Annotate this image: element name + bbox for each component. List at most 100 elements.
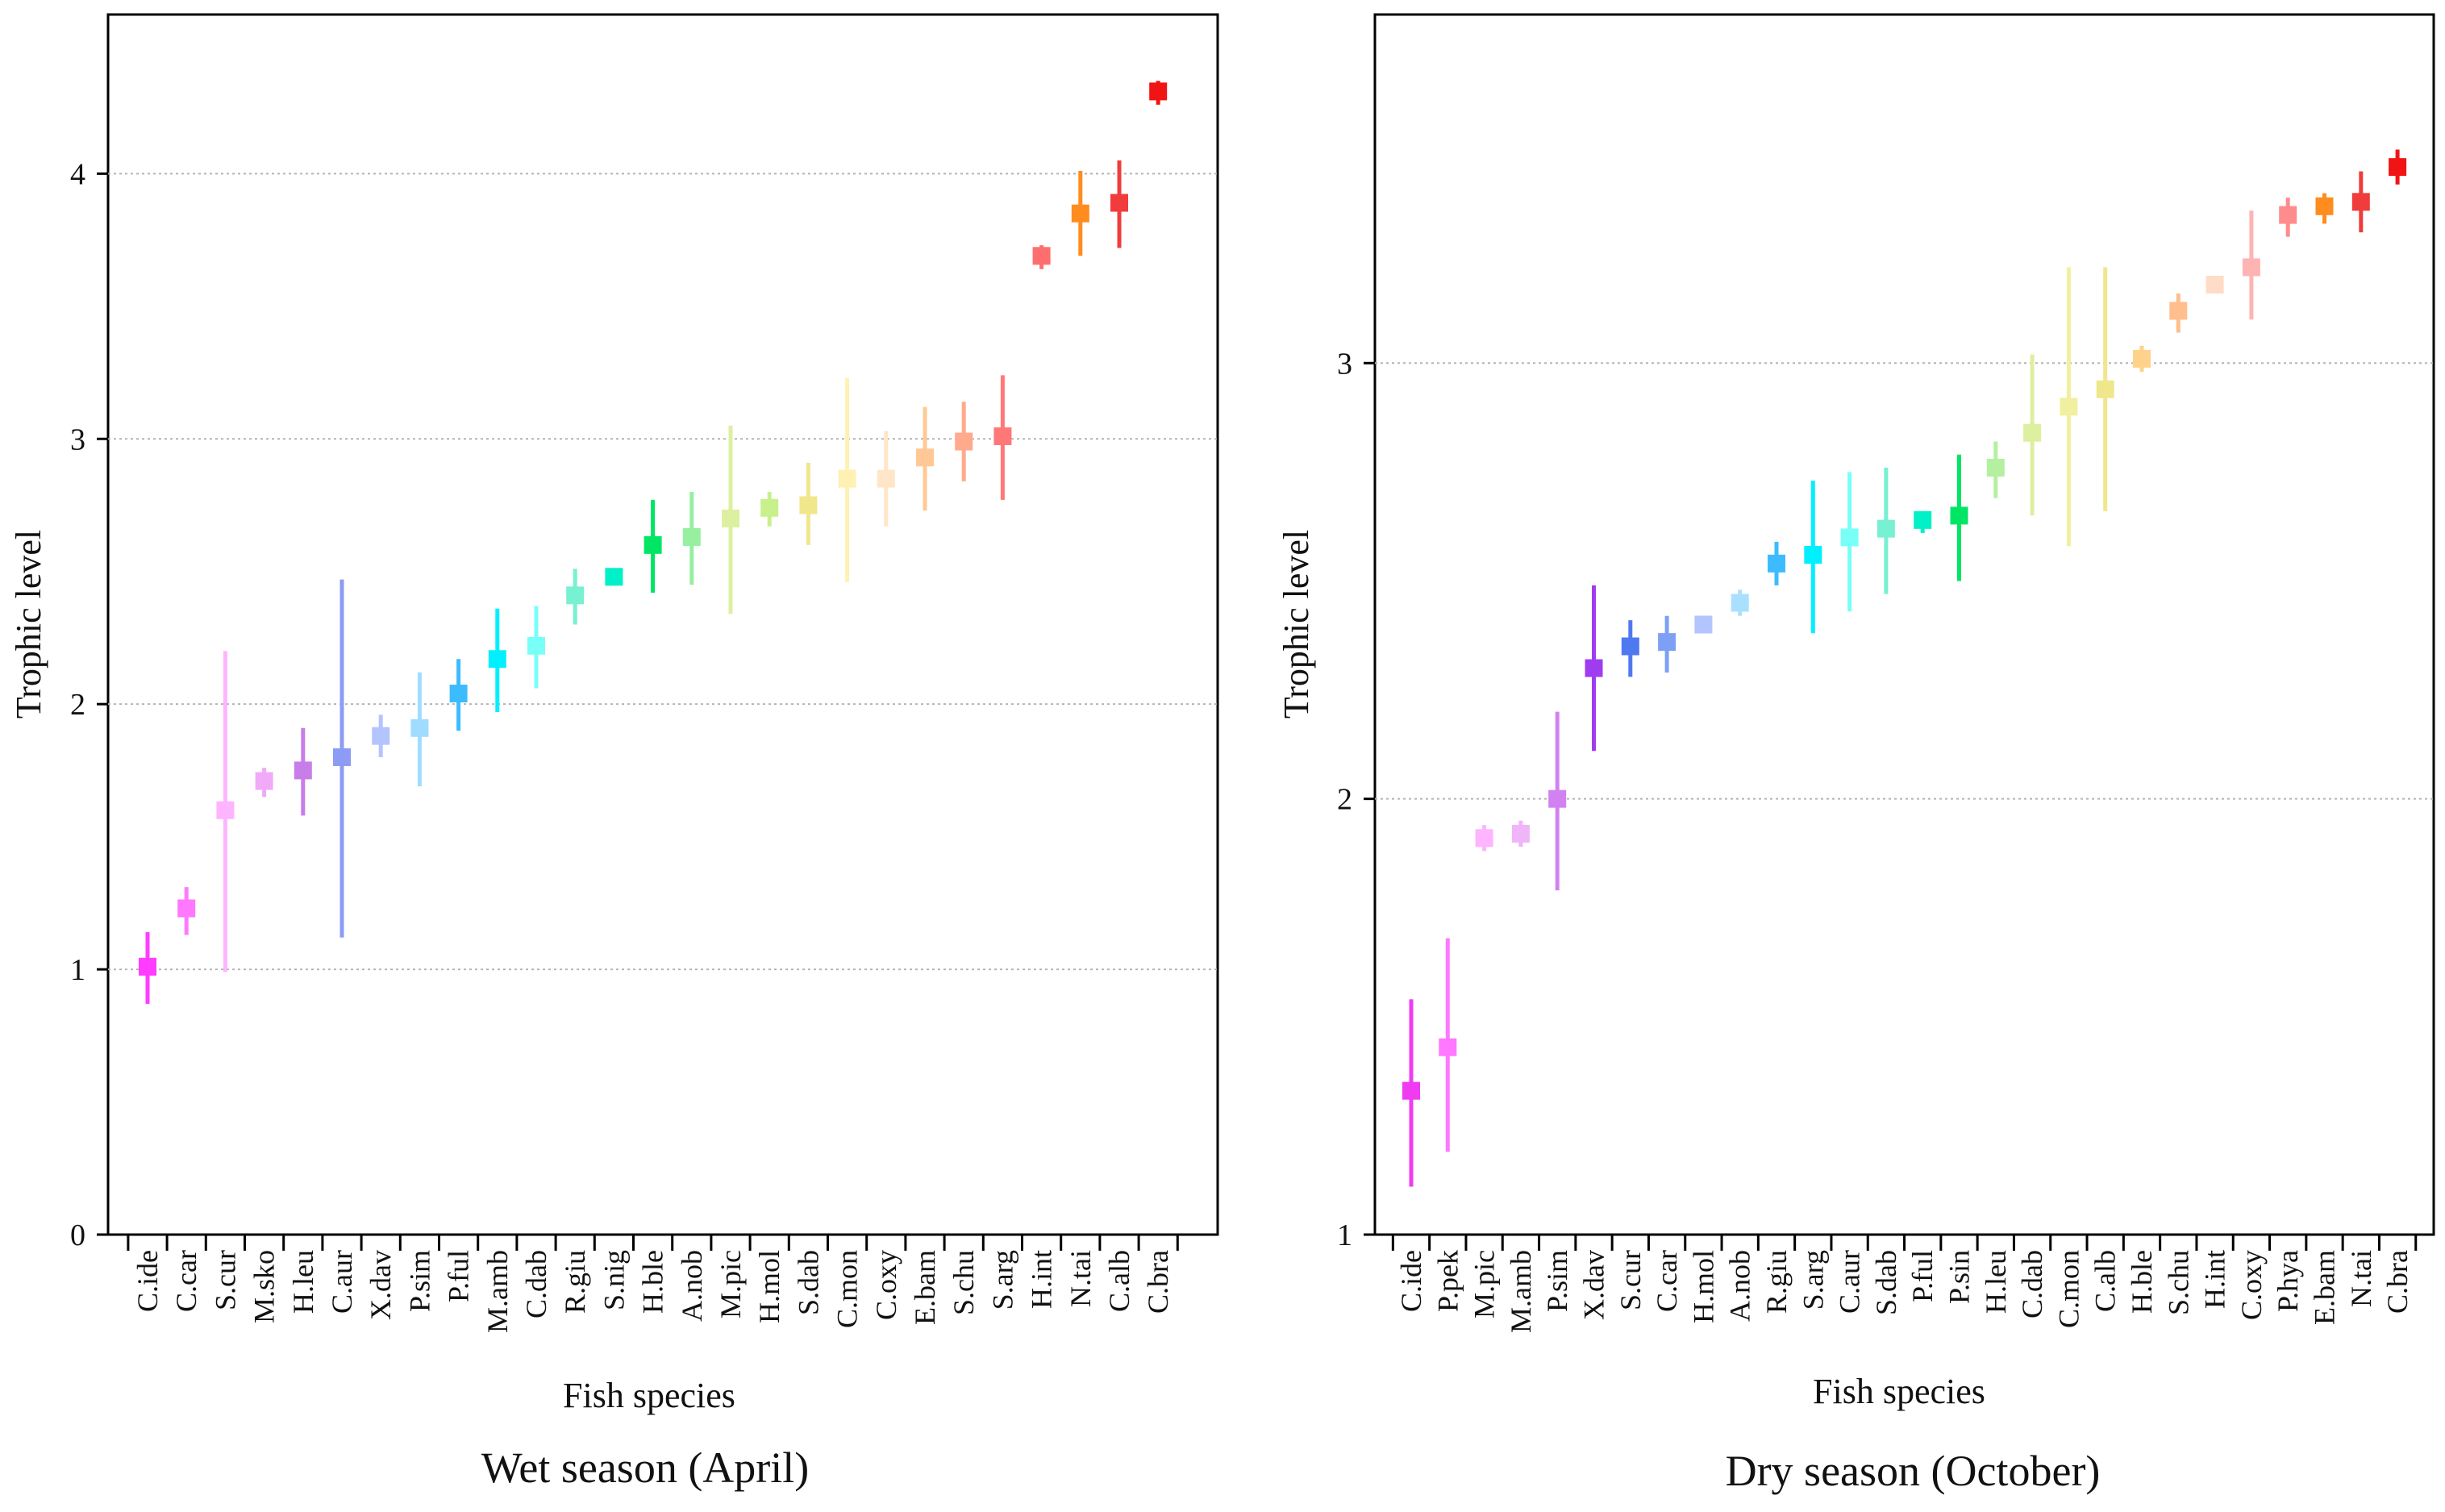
- wet-point-C.aur: [333, 748, 351, 766]
- wet-category-label: C.bra: [1142, 1250, 1174, 1314]
- dry-point-C.oxy: [2242, 258, 2260, 277]
- wet-point-S.nig: [605, 568, 623, 586]
- dry-point-P.hya: [2279, 206, 2297, 224]
- wet-y-tick-label-4: 4: [70, 157, 85, 191]
- dry-season-error-bars: [1402, 149, 2407, 1187]
- dry-category-label: P.sim: [1541, 1250, 1573, 1312]
- dry-point-S.arg: [1804, 546, 1822, 564]
- dry-category-label: C.mon: [2052, 1250, 2085, 1328]
- dry-point-C.mon: [2060, 398, 2078, 416]
- wet-season-panel: 0 1 2 3 4 C.ide C.car S.cur M.sko H.leu C.aur X.da…: [9, 13, 1219, 1492]
- wet-season-gridlines: [108, 173, 1218, 971]
- wet-point-S.chu: [955, 432, 973, 451]
- wet-category-label: C.car: [170, 1250, 202, 1312]
- dry-category-label: H.leu: [1980, 1250, 2012, 1314]
- dry-season-caption: Dry season (October): [1726, 1447, 2101, 1495]
- wet-category-label: C.ide: [131, 1250, 164, 1312]
- wet-point-R.giu: [566, 586, 585, 605]
- wet-point-C.car: [177, 899, 196, 918]
- wet-category-label: M.amb: [481, 1250, 514, 1333]
- dry-category-label: S.cur: [1614, 1250, 1647, 1310]
- dry-category-label: S.dab: [1870, 1250, 1902, 1315]
- dry-point-H.mol: [1694, 615, 1713, 634]
- dry-season-y-ticks: 1 2 3: [1337, 347, 1375, 1252]
- wet-point-C.dab: [527, 636, 545, 655]
- wet-point-H.leu: [294, 761, 312, 780]
- dry-category-label: S.arg: [1797, 1250, 1829, 1310]
- wet-point-C.mon: [838, 469, 856, 488]
- wet-point-M.pic: [722, 509, 739, 527]
- wet-y-tick-label-0: 0: [70, 1218, 85, 1252]
- wet-category-label: C.dab: [520, 1250, 552, 1318]
- dry-category-label: C.bra: [2381, 1250, 2414, 1314]
- wet-point-H.int: [1032, 247, 1051, 265]
- wet-season-y-axis-label: Trophic level: [9, 530, 48, 719]
- wet-point-P.ful: [449, 685, 468, 703]
- dry-category-label: H.ble: [2126, 1250, 2158, 1314]
- wet-category-label: X.dav: [364, 1250, 397, 1320]
- wet-y-tick-label-3: 3: [70, 423, 85, 456]
- wet-category-label: C.alb: [1103, 1250, 1135, 1312]
- wet-season-plot-frame: [106, 13, 1219, 1236]
- wet-point-E.bam: [916, 448, 934, 467]
- dry-point-C.bra: [2389, 158, 2407, 177]
- dry-point-C.alb: [2096, 380, 2114, 398]
- wet-category-label: C.aur: [326, 1250, 358, 1314]
- dry-point-C.dab: [2023, 423, 2042, 442]
- dry-point-E.bam: [2315, 197, 2334, 215]
- dry-season-plot-frame: [1373, 13, 2435, 1236]
- wet-y-tick-label-2: 2: [70, 688, 85, 722]
- dry-point-C.ide: [1402, 1081, 1420, 1100]
- wet-point-M.amb: [488, 650, 506, 669]
- dry-season-y-axis-label: Trophic level: [1277, 530, 1316, 719]
- wet-point-N.tai: [1071, 204, 1089, 223]
- dry-point-M.pic: [1475, 829, 1493, 848]
- wet-category-label: H.mol: [753, 1250, 785, 1323]
- wet-season-caption: Wet season (April): [481, 1443, 810, 1492]
- dry-point-N.tai: [2351, 193, 2370, 211]
- dry-point-H.leu: [1986, 458, 2005, 477]
- wet-category-label: C.oxy: [870, 1250, 902, 1320]
- dry-category-label: P.pek: [1431, 1250, 1464, 1312]
- dry-point-P.pek: [1439, 1038, 1457, 1056]
- wet-category-label: M.pic: [714, 1250, 747, 1318]
- wet-point-S.cur: [216, 801, 235, 819]
- dry-point-R.giu: [1768, 554, 1785, 573]
- dry-y-tick-label-3: 3: [1337, 347, 1352, 381]
- wet-season-error-bars: [139, 81, 1168, 1004]
- dry-point-H.ble: [2133, 349, 2151, 368]
- wet-category-label: H.leu: [287, 1250, 319, 1314]
- dry-point-P.ful: [1914, 510, 1932, 529]
- dry-category-label: H.int: [2199, 1250, 2231, 1309]
- wet-category-label: P.ful: [443, 1250, 475, 1302]
- dry-category-label: N.tai: [2345, 1250, 2377, 1307]
- dry-point-P.sin: [1950, 506, 1968, 525]
- dry-category-label: C.ide: [1395, 1250, 1427, 1312]
- dry-category-label: M.pic: [1468, 1250, 1501, 1318]
- wet-season-x-ticks: C.ide C.car S.cur M.sko H.leu C.aur X.dav P.sim…: [127, 1235, 1179, 1333]
- dry-season-gridlines: [1375, 362, 2434, 800]
- dry-category-label: H.mol: [1687, 1250, 1719, 1323]
- wet-category-label: M.sko: [248, 1250, 281, 1323]
- dry-point-M.amb: [1511, 824, 1530, 843]
- wet-category-label: A.nob: [676, 1250, 708, 1322]
- wet-point-H.mol: [760, 498, 779, 517]
- wet-point-C.ide: [139, 957, 156, 976]
- wet-category-label: R.giu: [559, 1250, 591, 1314]
- dry-y-tick-label-1: 1: [1337, 1218, 1352, 1252]
- dry-season-x-axis-label: Fish species: [1813, 1372, 1985, 1411]
- wet-point-A.nob: [682, 527, 701, 546]
- wet-point-C.oxy: [877, 469, 895, 488]
- wet-point-X.dav: [372, 727, 390, 745]
- dry-category-label: C.aur: [1834, 1250, 1866, 1314]
- wet-point-S.dab: [799, 496, 818, 514]
- wet-point-C.bra: [1149, 82, 1168, 101]
- dry-category-label: C.dab: [2016, 1250, 2048, 1318]
- dry-point-C.car: [1658, 633, 1677, 652]
- wet-category-label: S.chu: [948, 1250, 980, 1315]
- wet-category-label: E.bam: [909, 1250, 941, 1325]
- dry-point-P.sim: [1548, 789, 1567, 808]
- wet-y-tick-label-1: 1: [70, 953, 85, 987]
- dry-y-tick-label-2: 2: [1337, 783, 1352, 817]
- wet-point-M.sko: [255, 772, 273, 790]
